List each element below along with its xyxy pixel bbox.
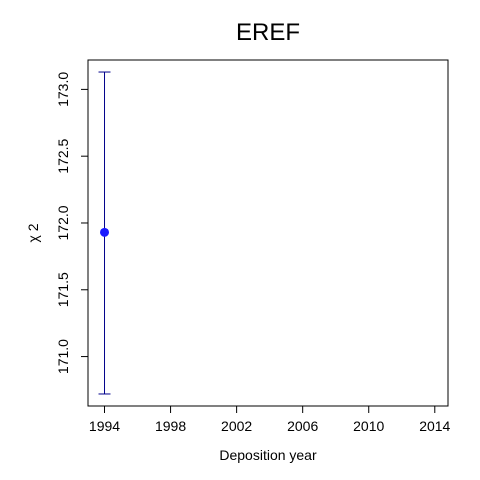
- y-axis: 171.0 171.5 172.0 172.5 173.0: [55, 72, 89, 374]
- y-axis-label: χ 2: [25, 223, 41, 242]
- x-axis: 1994 1998 2002 2006 2010 2014: [89, 405, 451, 434]
- data-marks: [98, 71, 111, 395]
- y-tick-label: 171.0: [55, 339, 71, 374]
- data-point: [100, 227, 110, 237]
- y-tick-label: 172.0: [55, 205, 71, 240]
- x-tick-label: 1994: [89, 418, 120, 434]
- x-tick-label: 1998: [155, 418, 186, 434]
- x-tick-label: 2002: [221, 418, 252, 434]
- x-tick-label: 2014: [419, 418, 450, 434]
- y-tick-label: 171.5: [55, 272, 71, 307]
- chart-title: EREF: [236, 19, 300, 46]
- x-tick-label: 2010: [353, 418, 384, 434]
- y-tick-label: 172.5: [55, 138, 71, 173]
- x-axis-label: Deposition year: [219, 447, 317, 463]
- y-tick-label: 173.0: [55, 72, 71, 107]
- x-tick-label: 2006: [287, 418, 318, 434]
